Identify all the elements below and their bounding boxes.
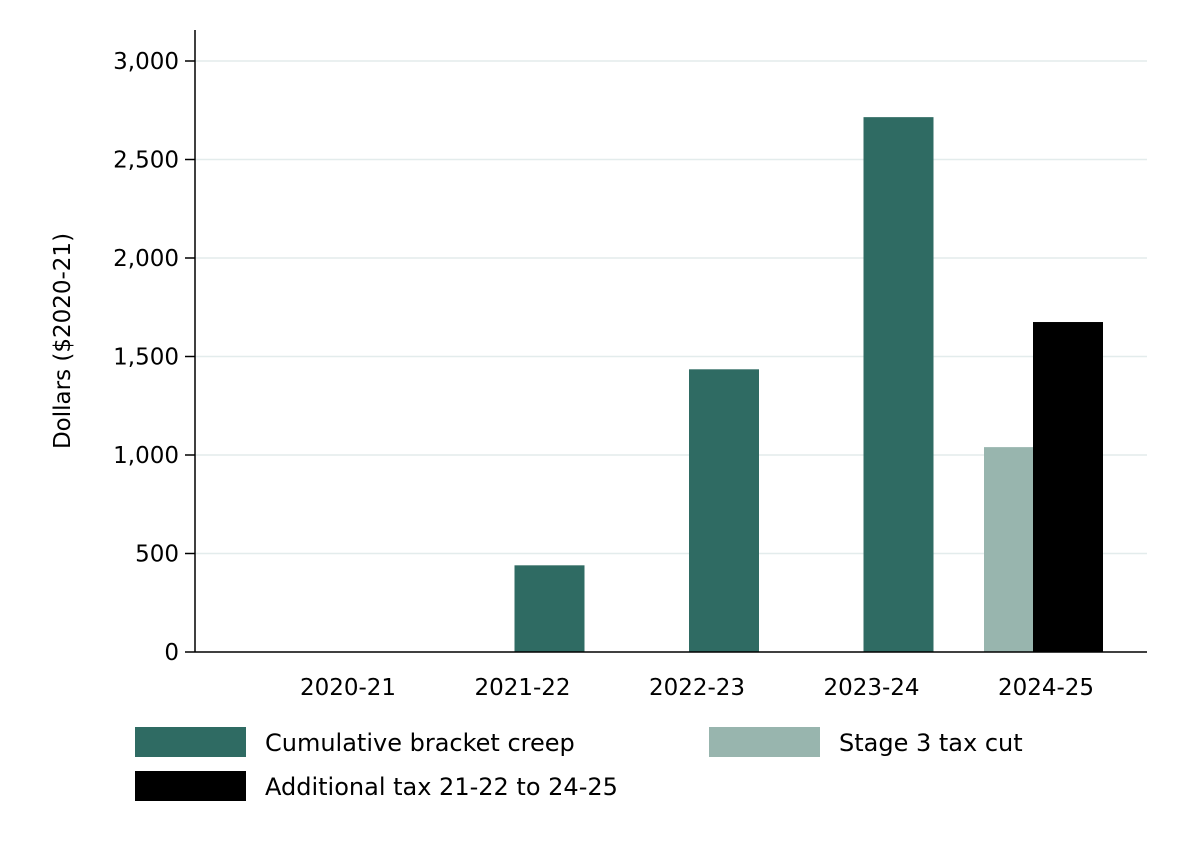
x-tick-label: 2020-21 [300,675,396,701]
legend-swatch-2 [135,771,246,801]
y-ticks: 0 500 1,000 1,500 2,000 2,500 3,000 [113,49,195,666]
x-tick-label: 2023-24 [823,675,919,701]
bar-2023-24-s0 [863,117,934,652]
bars [514,117,1103,652]
legend-label-2: Additional tax 21-22 to 24-25 [265,773,618,801]
legend: Cumulative bracket creep Stage 3 tax cut A… [135,727,1023,801]
legend-swatch-1 [709,727,820,757]
y-tick-label: 500 [135,542,179,568]
legend-label-1: Stage 3 tax cut [839,729,1023,757]
bar-2021-22-s0 [514,565,585,652]
bar-2022-23-s0 [689,369,759,652]
y-tick-label: 1,500 [113,345,179,371]
legend-label-0: Cumulative bracket creep [265,729,575,757]
y-axis-title: Dollars ($2020-21) [50,233,76,449]
x-tick-label: 2021-22 [474,675,570,701]
y-tick-label: 0 [164,640,179,666]
x-tick-label: 2024-25 [998,675,1094,701]
x-tick-label: 2022-23 [649,675,745,701]
legend-swatch-0 [135,727,246,757]
bar-2024-25-s2 [1033,322,1103,652]
bar-2024-25-s1 [984,447,1033,652]
y-tick-label: 2,500 [113,148,179,174]
x-ticks: 2020-21 2021-22 2022-23 2023-24 2024-25 [300,675,1094,701]
y-tick-label: 1,000 [113,443,179,469]
y-tick-label: 3,000 [113,49,179,75]
y-tick-label: 2,000 [113,246,179,272]
axes [194,30,1147,653]
